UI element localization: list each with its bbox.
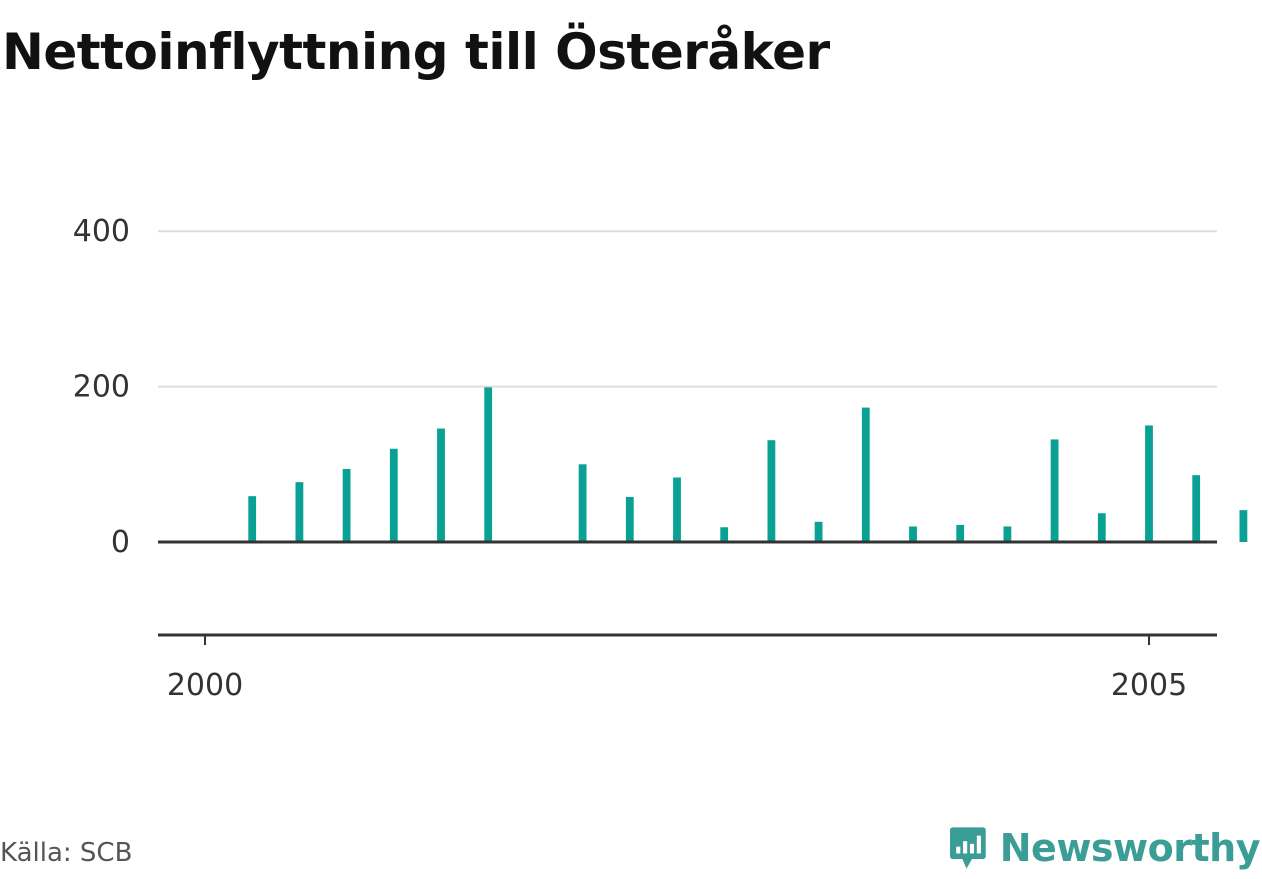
bars	[248, 387, 1248, 542]
bar	[389, 448, 398, 542]
chart-title: Nettoinflyttning till Österåker	[2, 23, 830, 81]
bar	[909, 526, 917, 542]
bar	[1050, 439, 1059, 542]
y-tick-label: 400	[73, 214, 130, 249]
bar	[295, 482, 304, 542]
y-tick-label: 0	[111, 525, 130, 560]
axes	[158, 540, 1217, 637]
bar-chart-speech-bubble-icon	[950, 827, 986, 869]
source-credit: Källa: SCB	[0, 838, 133, 868]
bar	[1192, 475, 1201, 542]
bar	[767, 440, 776, 542]
bar	[720, 527, 729, 542]
y-axis-tick-labels: 400 200 0	[73, 214, 130, 560]
x-tick-label: 2000	[167, 668, 243, 703]
bar	[956, 524, 965, 542]
bar	[861, 407, 870, 542]
brand-name: Newsworthy	[999, 826, 1261, 870]
bar	[578, 464, 587, 542]
bar	[814, 521, 823, 542]
bar	[1097, 513, 1106, 542]
bar	[1145, 425, 1153, 542]
x-axis-ticks: 200020052010201520202025	[167, 635, 1187, 703]
bar	[342, 468, 351, 542]
newsworthy-brand: Newsworthy	[950, 818, 1261, 878]
bar	[437, 428, 445, 542]
bar	[1003, 526, 1012, 542]
bar	[1239, 510, 1248, 542]
bar	[625, 496, 634, 542]
x-tick-label: 2005	[1111, 668, 1187, 703]
bar	[484, 387, 493, 542]
bar	[673, 477, 681, 542]
bar	[248, 496, 257, 542]
grid-lines	[158, 230, 1217, 388]
y-tick-label: 200	[73, 370, 130, 405]
